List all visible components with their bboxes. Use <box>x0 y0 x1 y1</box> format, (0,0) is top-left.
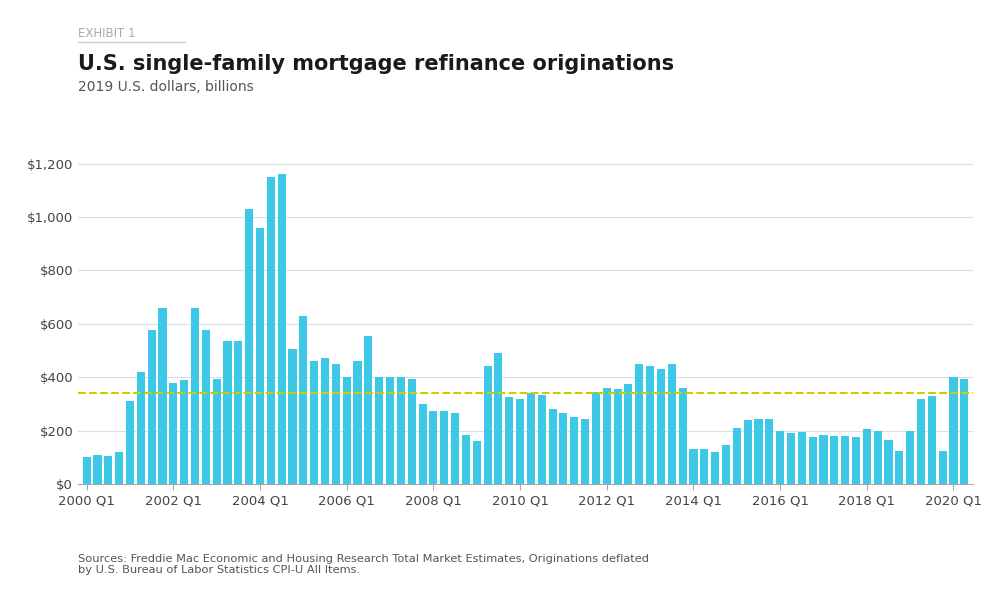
Bar <box>310 361 318 484</box>
Bar <box>549 409 557 484</box>
Bar <box>278 174 286 484</box>
Bar <box>180 380 188 484</box>
Bar <box>126 401 134 484</box>
Bar <box>408 379 416 484</box>
Bar <box>169 382 177 484</box>
Bar <box>624 384 632 484</box>
Bar <box>451 413 459 484</box>
Bar <box>484 367 492 484</box>
Bar <box>93 454 102 484</box>
Bar <box>657 369 665 484</box>
Bar <box>884 440 893 484</box>
Bar <box>668 364 676 484</box>
Bar <box>375 377 383 484</box>
Bar <box>765 419 773 484</box>
Bar <box>473 441 481 484</box>
Bar <box>440 411 448 484</box>
Bar <box>852 437 860 484</box>
Text: EXHIBIT 1: EXHIBIT 1 <box>78 27 136 40</box>
Bar <box>397 377 405 484</box>
Bar <box>787 433 795 484</box>
Bar <box>949 377 958 484</box>
Bar <box>679 388 687 484</box>
Bar <box>809 437 817 484</box>
Bar <box>646 367 654 484</box>
Bar <box>700 450 708 484</box>
Text: U.S. single-family mortgage refinance originations: U.S. single-family mortgage refinance or… <box>78 54 674 74</box>
Bar <box>776 431 784 484</box>
Bar <box>603 388 611 484</box>
Bar <box>559 413 567 484</box>
Bar <box>213 379 221 484</box>
Bar <box>223 341 232 484</box>
Bar <box>960 379 968 484</box>
Bar <box>353 361 362 484</box>
Text: 2019 U.S. dollars, billions: 2019 U.S. dollars, billions <box>78 80 254 94</box>
Bar <box>137 372 145 484</box>
Text: Sources: Freddie Mac Economic and Housing Research Total Market Estimates, Origi: Sources: Freddie Mac Economic and Housin… <box>78 554 649 575</box>
Bar <box>744 420 752 484</box>
Bar <box>527 393 535 484</box>
Bar <box>191 308 199 484</box>
Bar <box>343 377 351 484</box>
Bar <box>288 349 297 484</box>
Bar <box>148 330 156 484</box>
Bar <box>917 399 925 484</box>
Bar <box>830 436 838 484</box>
Bar <box>841 436 849 484</box>
Bar <box>115 452 123 484</box>
Bar <box>364 336 372 484</box>
Bar <box>267 177 275 484</box>
Bar <box>906 431 914 484</box>
Bar <box>429 411 437 484</box>
Bar <box>874 431 882 484</box>
Bar <box>104 456 112 484</box>
Bar <box>635 364 643 484</box>
Bar <box>202 330 210 484</box>
Bar <box>689 450 698 484</box>
Bar <box>419 404 427 484</box>
Bar <box>928 396 936 484</box>
Bar <box>754 419 763 484</box>
Bar <box>592 392 600 484</box>
Bar <box>321 359 329 484</box>
Bar <box>299 316 307 484</box>
Bar <box>733 428 741 484</box>
Bar <box>570 417 578 484</box>
Bar <box>711 452 719 484</box>
Bar <box>895 451 903 484</box>
Bar <box>798 432 806 484</box>
Bar <box>505 397 513 484</box>
Bar <box>494 353 502 484</box>
Bar <box>819 434 828 484</box>
Bar <box>538 394 546 484</box>
Bar <box>939 451 947 484</box>
Bar <box>256 227 264 484</box>
Bar <box>332 364 340 484</box>
Bar <box>722 445 730 484</box>
Bar <box>462 434 470 484</box>
Bar <box>614 389 622 484</box>
Bar <box>83 457 91 484</box>
Bar <box>234 341 242 484</box>
Bar <box>158 308 167 484</box>
Bar <box>516 399 524 484</box>
Bar <box>386 377 394 484</box>
Bar <box>863 430 871 484</box>
Bar <box>581 419 589 484</box>
Bar <box>245 209 253 484</box>
